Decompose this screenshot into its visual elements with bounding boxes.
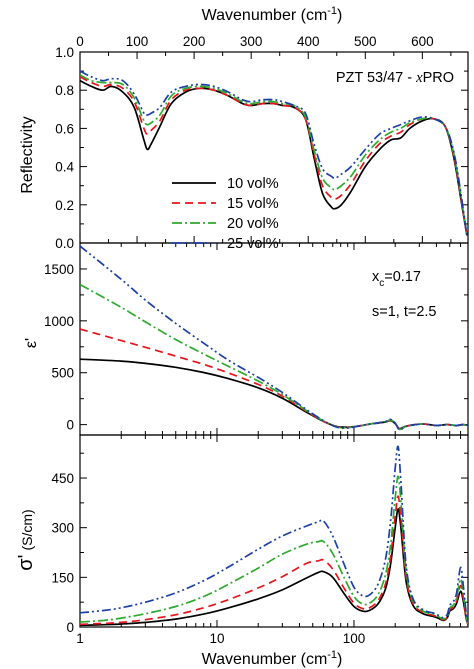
bottom-axis-tick-label: 1 <box>76 631 84 646</box>
top-axis-tick-label: 200 <box>183 34 206 49</box>
top-axis-tick-label: 100 <box>126 34 149 49</box>
conductivity-series-25vol <box>80 445 468 624</box>
legend-label-10: 10 vol% <box>227 176 279 192</box>
series-layer <box>80 70 468 627</box>
reflectivity-series-20vol <box>80 74 468 236</box>
permittivity-series-25vol <box>80 245 468 431</box>
reflectivity-axis-title: Reflectivity <box>19 116 36 193</box>
y-tick-label: 0.6 <box>55 121 74 136</box>
y-tick-label: 0.2 <box>55 198 74 213</box>
conductivity-axis-title: σ'(S/cm) <box>15 509 37 570</box>
legend-label-25: 25 vol% <box>227 236 279 252</box>
y-tick-label: 0.0 <box>55 236 74 251</box>
conductivity-series-20vol <box>80 475 468 624</box>
material-annotation: PZT 53/47 - xPRO <box>336 70 454 86</box>
top-axis-tick-label: 600 <box>411 34 434 49</box>
top-axis-tick-label: 500 <box>354 34 377 49</box>
top-axis-tick-label: 300 <box>240 34 263 49</box>
top-axis-title: Wavenumber (cm-1) <box>202 5 343 24</box>
chart-panels: 0 100 200 300 400 500 600 1 10 100 0.0 0.2 0.4 0.6 0.8… <box>44 34 469 646</box>
y-tick-label: 0 <box>66 418 74 433</box>
y-tick-label: 450 <box>51 471 74 486</box>
conductivity-series-15vol <box>80 495 468 626</box>
permittivity-series-15vol <box>80 328 468 430</box>
panel-frame-conductivity <box>79 434 469 628</box>
conductivity-series-10vol <box>80 507 468 627</box>
legend-label-20: 20 vol% <box>227 216 279 232</box>
legend: 10 vol% 15 vol% 20 vol% 25 vol% <box>172 176 279 252</box>
y-tick-label: 1500 <box>44 262 74 277</box>
top-axis-tick-label: 400 <box>297 34 320 49</box>
y-tick-label: 1000 <box>44 314 74 329</box>
bottom-axis-title: Wavenumber (cm-1) <box>202 649 343 668</box>
bottom-axis-tick-label: 100 <box>343 631 366 646</box>
permittivity-axis-title: ε' <box>23 338 40 348</box>
bottom-axis-tick-label: 10 <box>209 631 224 646</box>
y-tick-label: 1.0 <box>55 45 74 60</box>
y-tick-label: 0.8 <box>55 83 74 98</box>
reflectivity-series-15vol <box>80 76 468 236</box>
y-tick-label: 0.4 <box>55 160 74 175</box>
permittivity-series-10vol <box>80 358 468 430</box>
y-tick-label: 500 <box>51 366 74 381</box>
y-tick-label: 150 <box>51 570 74 585</box>
exponent-annotation: s=1, t=2.5 <box>372 304 437 320</box>
reflectivity-series-10vol <box>80 79 468 236</box>
y-tick-label: 300 <box>51 521 74 536</box>
top-axis-tick-label: 0 <box>76 34 84 49</box>
y-tick-label: 0 <box>66 620 74 635</box>
percolation-annotation: xc=0.17 <box>372 269 421 289</box>
legend-label-15: 15 vol% <box>227 196 279 212</box>
